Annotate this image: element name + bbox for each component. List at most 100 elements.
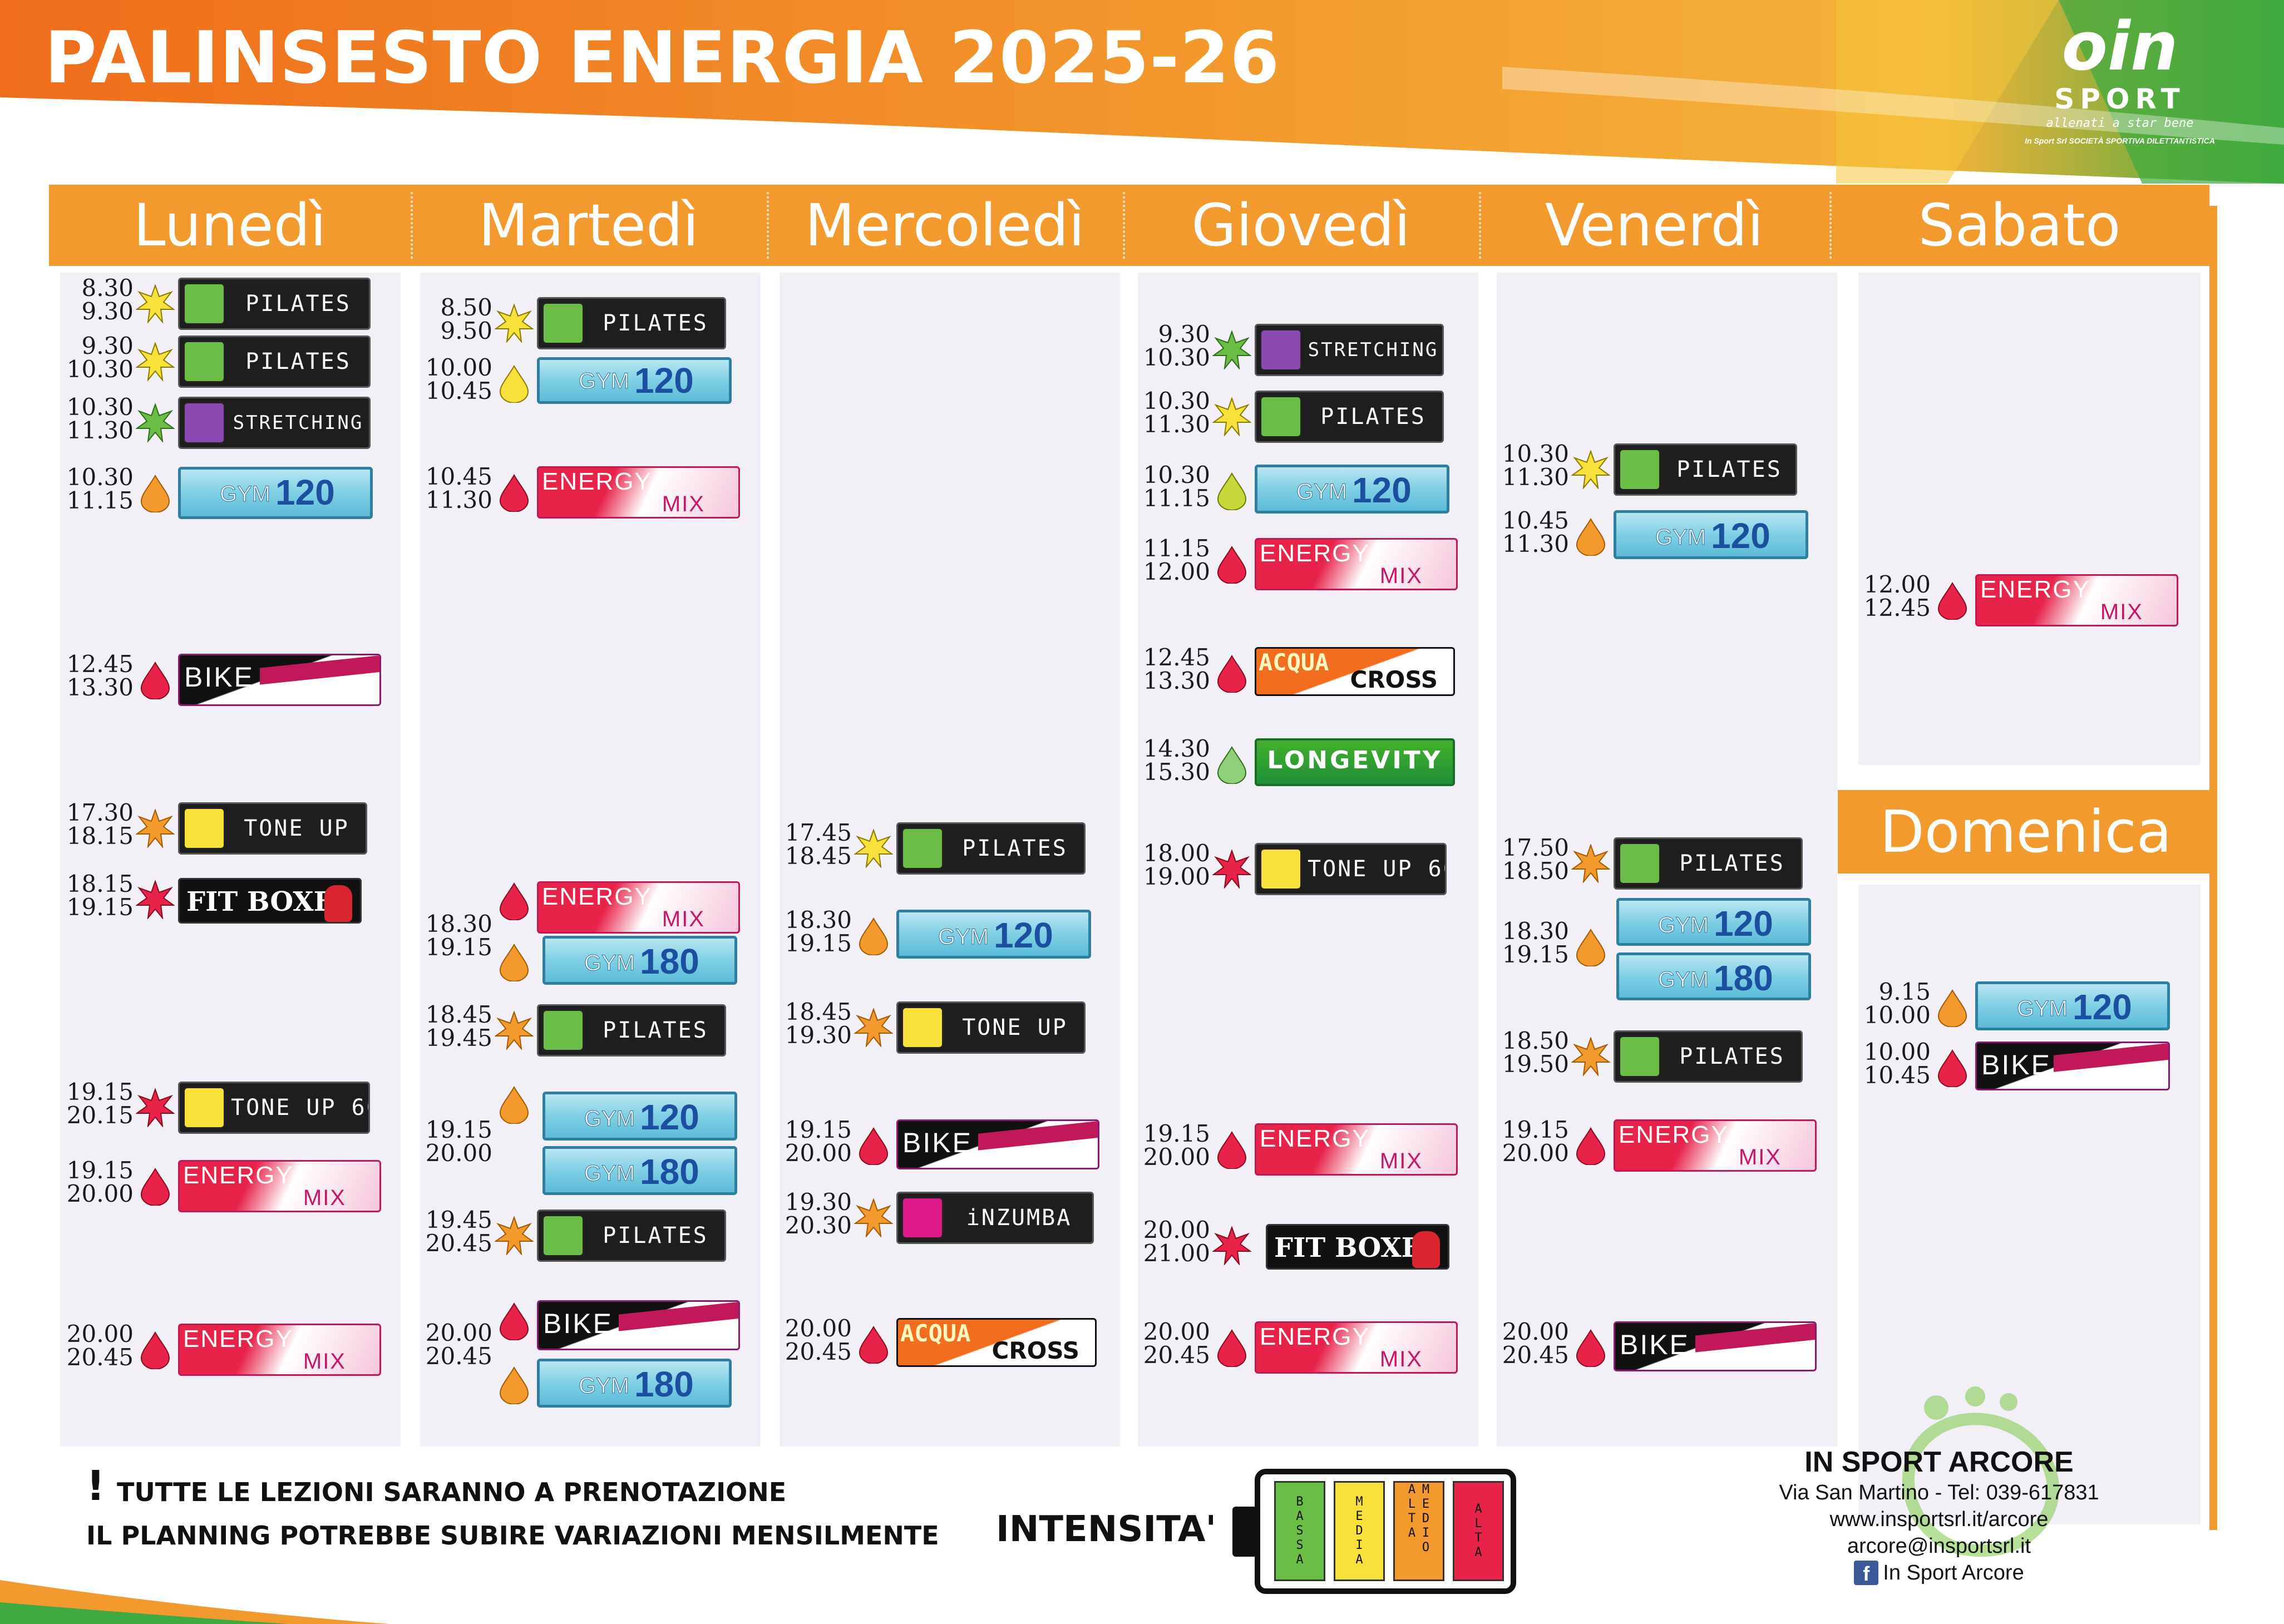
class-slot[interactable]: 20.00 20.45 BIKE [1497, 1320, 1831, 1376]
class-badge[interactable]: BIKE [1975, 1041, 2170, 1090]
class-slot[interactable]: 19.15 20.00 BIKE [780, 1118, 1113, 1174]
class-slot[interactable]: 18.50 19.50 PILATES [1497, 1029, 1819, 1085]
class-badge[interactable]: GYM 120 [896, 910, 1091, 959]
class-slot[interactable]: 18.30 19.15 [1497, 920, 1819, 975]
class-slot[interactable]: 19.15 20.00 ENERGY MIX [1138, 1122, 1472, 1178]
class-slot[interactable]: GYM 120 [1497, 897, 1819, 952]
class-badge[interactable]: GYM 180 [542, 1146, 737, 1195]
class-slot[interactable]: 12.00 12.45 ENERGY MIX [1858, 573, 2192, 629]
class-badge[interactable]: GYM 120 [178, 467, 373, 519]
class-slot[interactable]: 20.00 21.00 FIT BOXE [1138, 1218, 1472, 1274]
class-badge[interactable]: FIT BOXE [178, 878, 362, 924]
class-badge[interactable]: FIT BOXE [1266, 1224, 1449, 1270]
class-slot[interactable]: 17.50 18.50 PILATES [1497, 836, 1819, 892]
class-badge[interactable]: ENERGY MIX [178, 1160, 381, 1212]
class-badge[interactable]: STRETCHING [178, 397, 371, 449]
class-badge[interactable]: PILATES [1614, 443, 1797, 496]
class-slot[interactable]: 19.30 20.30 iNZUMBA [780, 1191, 1113, 1246]
class-badge[interactable]: PILATES [178, 278, 371, 330]
class-badge[interactable]: BIKE [537, 1300, 740, 1350]
class-slot[interactable]: 10.30 11.30 PILATES [1497, 442, 1819, 498]
class-badge[interactable]: BIKE [178, 654, 381, 706]
class-badge[interactable]: GYM 120 [542, 1092, 737, 1141]
class-slot[interactable]: 17.45 18.45 PILATES [780, 821, 1102, 877]
class-badge[interactable]: PILATES [537, 1004, 726, 1057]
class-badge[interactable]: ENERGY MIX [1255, 538, 1458, 590]
class-badge[interactable]: GYM 180 [542, 936, 737, 985]
class-slot[interactable]: ENERGY MIX [420, 881, 743, 937]
class-slot[interactable]: 18.30 19.15 GYM 120 [780, 909, 1102, 964]
class-slot[interactable]: 18.45 19.30 TONE UP [780, 1000, 1102, 1056]
class-slot[interactable]: 8.30 9.30 PILATES [61, 277, 373, 332]
class-badge[interactable]: ENERGY MIX [1255, 1321, 1458, 1374]
class-slot[interactable]: GYM 180 [1497, 951, 1819, 1007]
class-slot[interactable]: 14.30 15.30 LONGEVITY [1138, 737, 1472, 793]
class-slot[interactable]: 18.15 19.15 FIT BOXE [61, 872, 384, 928]
class-badge[interactable]: PILATES [1614, 837, 1803, 890]
class-slot[interactable]: GYM 180 [420, 1145, 743, 1201]
class-slot[interactable]: 18.30 19.15 [420, 912, 743, 968]
contact-email[interactable]: arcore@insportsrl.it [1847, 1534, 2031, 1558]
class-badge[interactable]: TONE UP [896, 1001, 1086, 1054]
class-slot[interactable]: GYM 180 [420, 935, 743, 990]
class-badge[interactable]: GYM 180 [537, 1359, 732, 1408]
class-slot[interactable]: 17.30 18.15 TONE UP [61, 801, 384, 857]
class-badge[interactable]: PILATES [1255, 391, 1444, 443]
class-badge[interactable]: TONE UP 60' [178, 1082, 370, 1134]
class-slot[interactable]: 9.30 10.30 PILATES [61, 334, 373, 390]
class-slot[interactable]: 12.45 13.30 ACQUA CROSS [1138, 646, 1472, 702]
class-slot[interactable]: 12.45 13.30 BIKE [61, 653, 384, 708]
class-slot[interactable]: 11.15 12.00 ENERGY MIX [1138, 537, 1472, 593]
class-badge[interactable]: ACQUA CROSS [896, 1318, 1097, 1367]
contact-facebook-row[interactable]: f In Sport Arcore [1753, 1559, 2125, 1586]
class-badge[interactable]: ENERGY MIX [1614, 1119, 1817, 1172]
class-badge[interactable]: TONE UP 60' [1255, 843, 1447, 895]
class-slot[interactable]: 20.00 20.45 [420, 1321, 743, 1377]
contact-website[interactable]: www.insportsrl.it/arcore [1829, 1508, 2049, 1531]
class-badge[interactable]: ENERGY MIX [1975, 574, 2178, 626]
class-badge[interactable]: ENERGY MIX [178, 1324, 381, 1376]
class-slot[interactable]: 10.30 11.30 STRETCHING [61, 396, 373, 451]
class-badge[interactable]: TONE UP [178, 802, 367, 855]
class-slot[interactable]: 10.00 10.45 BIKE [1858, 1040, 2192, 1096]
class-badge[interactable]: LONGEVITY [1255, 738, 1455, 786]
class-slot[interactable]: 18.45 19.45 PILATES [420, 1003, 743, 1059]
class-badge[interactable]: GYM 120 [537, 357, 732, 404]
class-badge[interactable]: PILATES [537, 297, 726, 349]
class-badge[interactable]: STRETCHING [1255, 324, 1444, 376]
class-badge[interactable]: BIKE [1614, 1321, 1817, 1371]
class-badge[interactable]: ENERGY MIX [537, 466, 740, 519]
class-badge[interactable]: PILATES [178, 335, 371, 388]
class-badge[interactable]: BIKE [896, 1119, 1099, 1169]
class-badge[interactable]: GYM 120 [1614, 510, 1808, 559]
class-slot[interactable]: 10.45 11.30 GYM 120 [1497, 509, 1819, 565]
class-slot[interactable]: 9.15 10.00 GYM 120 [1858, 980, 2192, 1036]
class-slot[interactable]: GYM 180 [420, 1358, 743, 1413]
class-slot[interactable]: 19.15 20.00 [420, 1118, 743, 1174]
class-badge[interactable]: PILATES [537, 1210, 726, 1262]
class-slot[interactable]: BIKE [420, 1299, 743, 1355]
class-slot[interactable]: 10.00 10.45 GYM 120 [420, 356, 743, 412]
class-badge[interactable]: iNZUMBA [896, 1192, 1094, 1244]
class-badge[interactable]: PILATES [896, 822, 1086, 875]
class-slot[interactable]: 20.00 20.45 ENERGY MIX [1138, 1320, 1472, 1376]
class-slot[interactable]: 10.30 11.15 GYM 120 [1138, 463, 1461, 519]
class-slot[interactable]: 19.15 20.00 ENERGY MIX [1497, 1118, 1831, 1174]
class-slot[interactable]: 20.00 20.45 ACQUA CROSS [780, 1317, 1113, 1373]
class-badge[interactable]: ENERGY MIX [1255, 1123, 1458, 1176]
class-slot[interactable]: 10.45 11.30 ENERGY MIX [420, 465, 743, 521]
class-badge[interactable]: GYM 120 [1255, 465, 1449, 514]
class-slot[interactable]: 19.45 20.45 PILATES [420, 1208, 743, 1264]
class-slot[interactable]: 20.00 20.45 ENERGY MIX [61, 1322, 395, 1378]
class-slot[interactable]: GYM 120 [420, 1086, 743, 1146]
class-slot[interactable]: 19.15 20.00 ENERGY MIX [61, 1159, 395, 1215]
class-badge[interactable]: GYM 120 [1616, 898, 1811, 946]
class-slot[interactable]: 10.30 11.15 GYM 120 [61, 466, 384, 521]
class-badge[interactable]: GYM 120 [1975, 981, 2170, 1030]
class-badge[interactable]: PILATES [1614, 1030, 1803, 1083]
class-badge[interactable]: ENERGY MIX [537, 881, 740, 934]
class-badge[interactable]: ACQUA CROSS [1255, 647, 1455, 696]
class-slot[interactable]: 10.30 11.30 PILATES [1138, 389, 1461, 445]
